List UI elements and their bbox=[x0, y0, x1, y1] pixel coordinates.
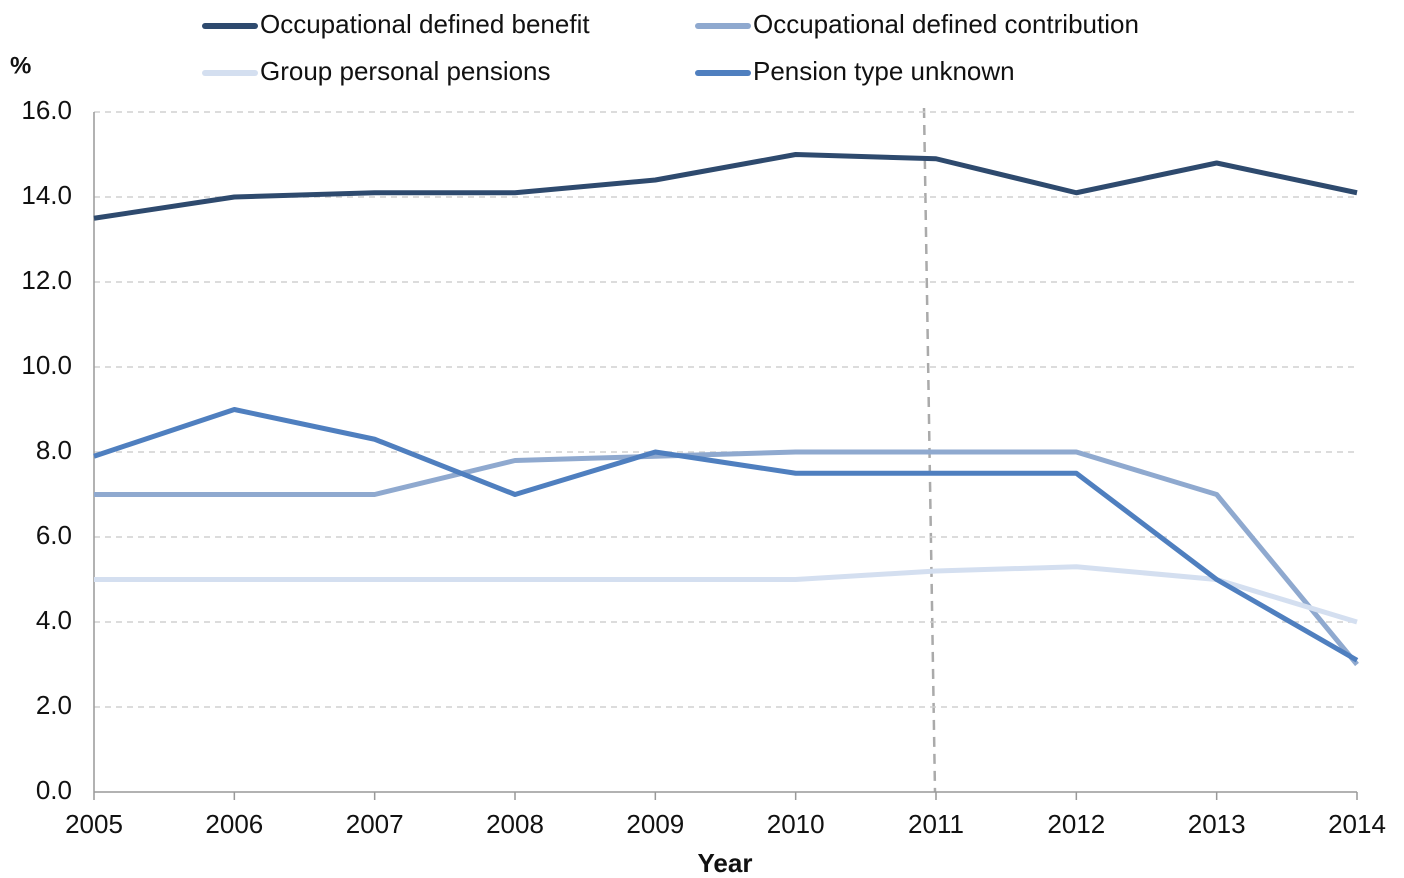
y-tick-label: 0.0 bbox=[36, 775, 72, 805]
x-tick-label: 2005 bbox=[65, 809, 123, 839]
y-tick-label: 6.0 bbox=[36, 520, 72, 550]
y-tick-label: 12.0 bbox=[21, 265, 72, 295]
y-axis-label: % bbox=[10, 52, 31, 79]
y-tick-label: 10.0 bbox=[21, 350, 72, 380]
series-line bbox=[94, 564, 1358, 625]
x-tick-label: 2007 bbox=[346, 809, 404, 839]
x-tick-label: 2011 bbox=[908, 809, 964, 839]
x-tick-label: 2012 bbox=[1047, 809, 1105, 839]
series-line bbox=[94, 449, 1359, 667]
y-tick-label: 16.0 bbox=[21, 95, 72, 125]
y-tick-label: 2.0 bbox=[36, 690, 72, 720]
series-line bbox=[93, 407, 1359, 663]
y-tick-label: 4.0 bbox=[36, 605, 72, 635]
y-tick-label: 8.0 bbox=[36, 435, 72, 465]
legend-label: Occupational defined benefit bbox=[260, 9, 590, 39]
x-tick-label: 2014 bbox=[1328, 809, 1386, 839]
x-axis-label: Year bbox=[698, 848, 753, 878]
legend-label: Pension type unknown bbox=[753, 56, 1015, 86]
x-tick-label: 2006 bbox=[205, 809, 263, 839]
y-tick-label: 14.0 bbox=[21, 180, 72, 210]
x-tick-label: 2013 bbox=[1188, 809, 1246, 839]
x-tick-label: 2008 bbox=[486, 809, 544, 839]
legend-label: Group personal pensions bbox=[260, 56, 551, 86]
legend-label: Occupational defined contribution bbox=[753, 9, 1139, 39]
x-tick-label: 2010 bbox=[767, 809, 825, 839]
x-tick-label: 2009 bbox=[626, 809, 684, 839]
series-line bbox=[93, 152, 1358, 221]
